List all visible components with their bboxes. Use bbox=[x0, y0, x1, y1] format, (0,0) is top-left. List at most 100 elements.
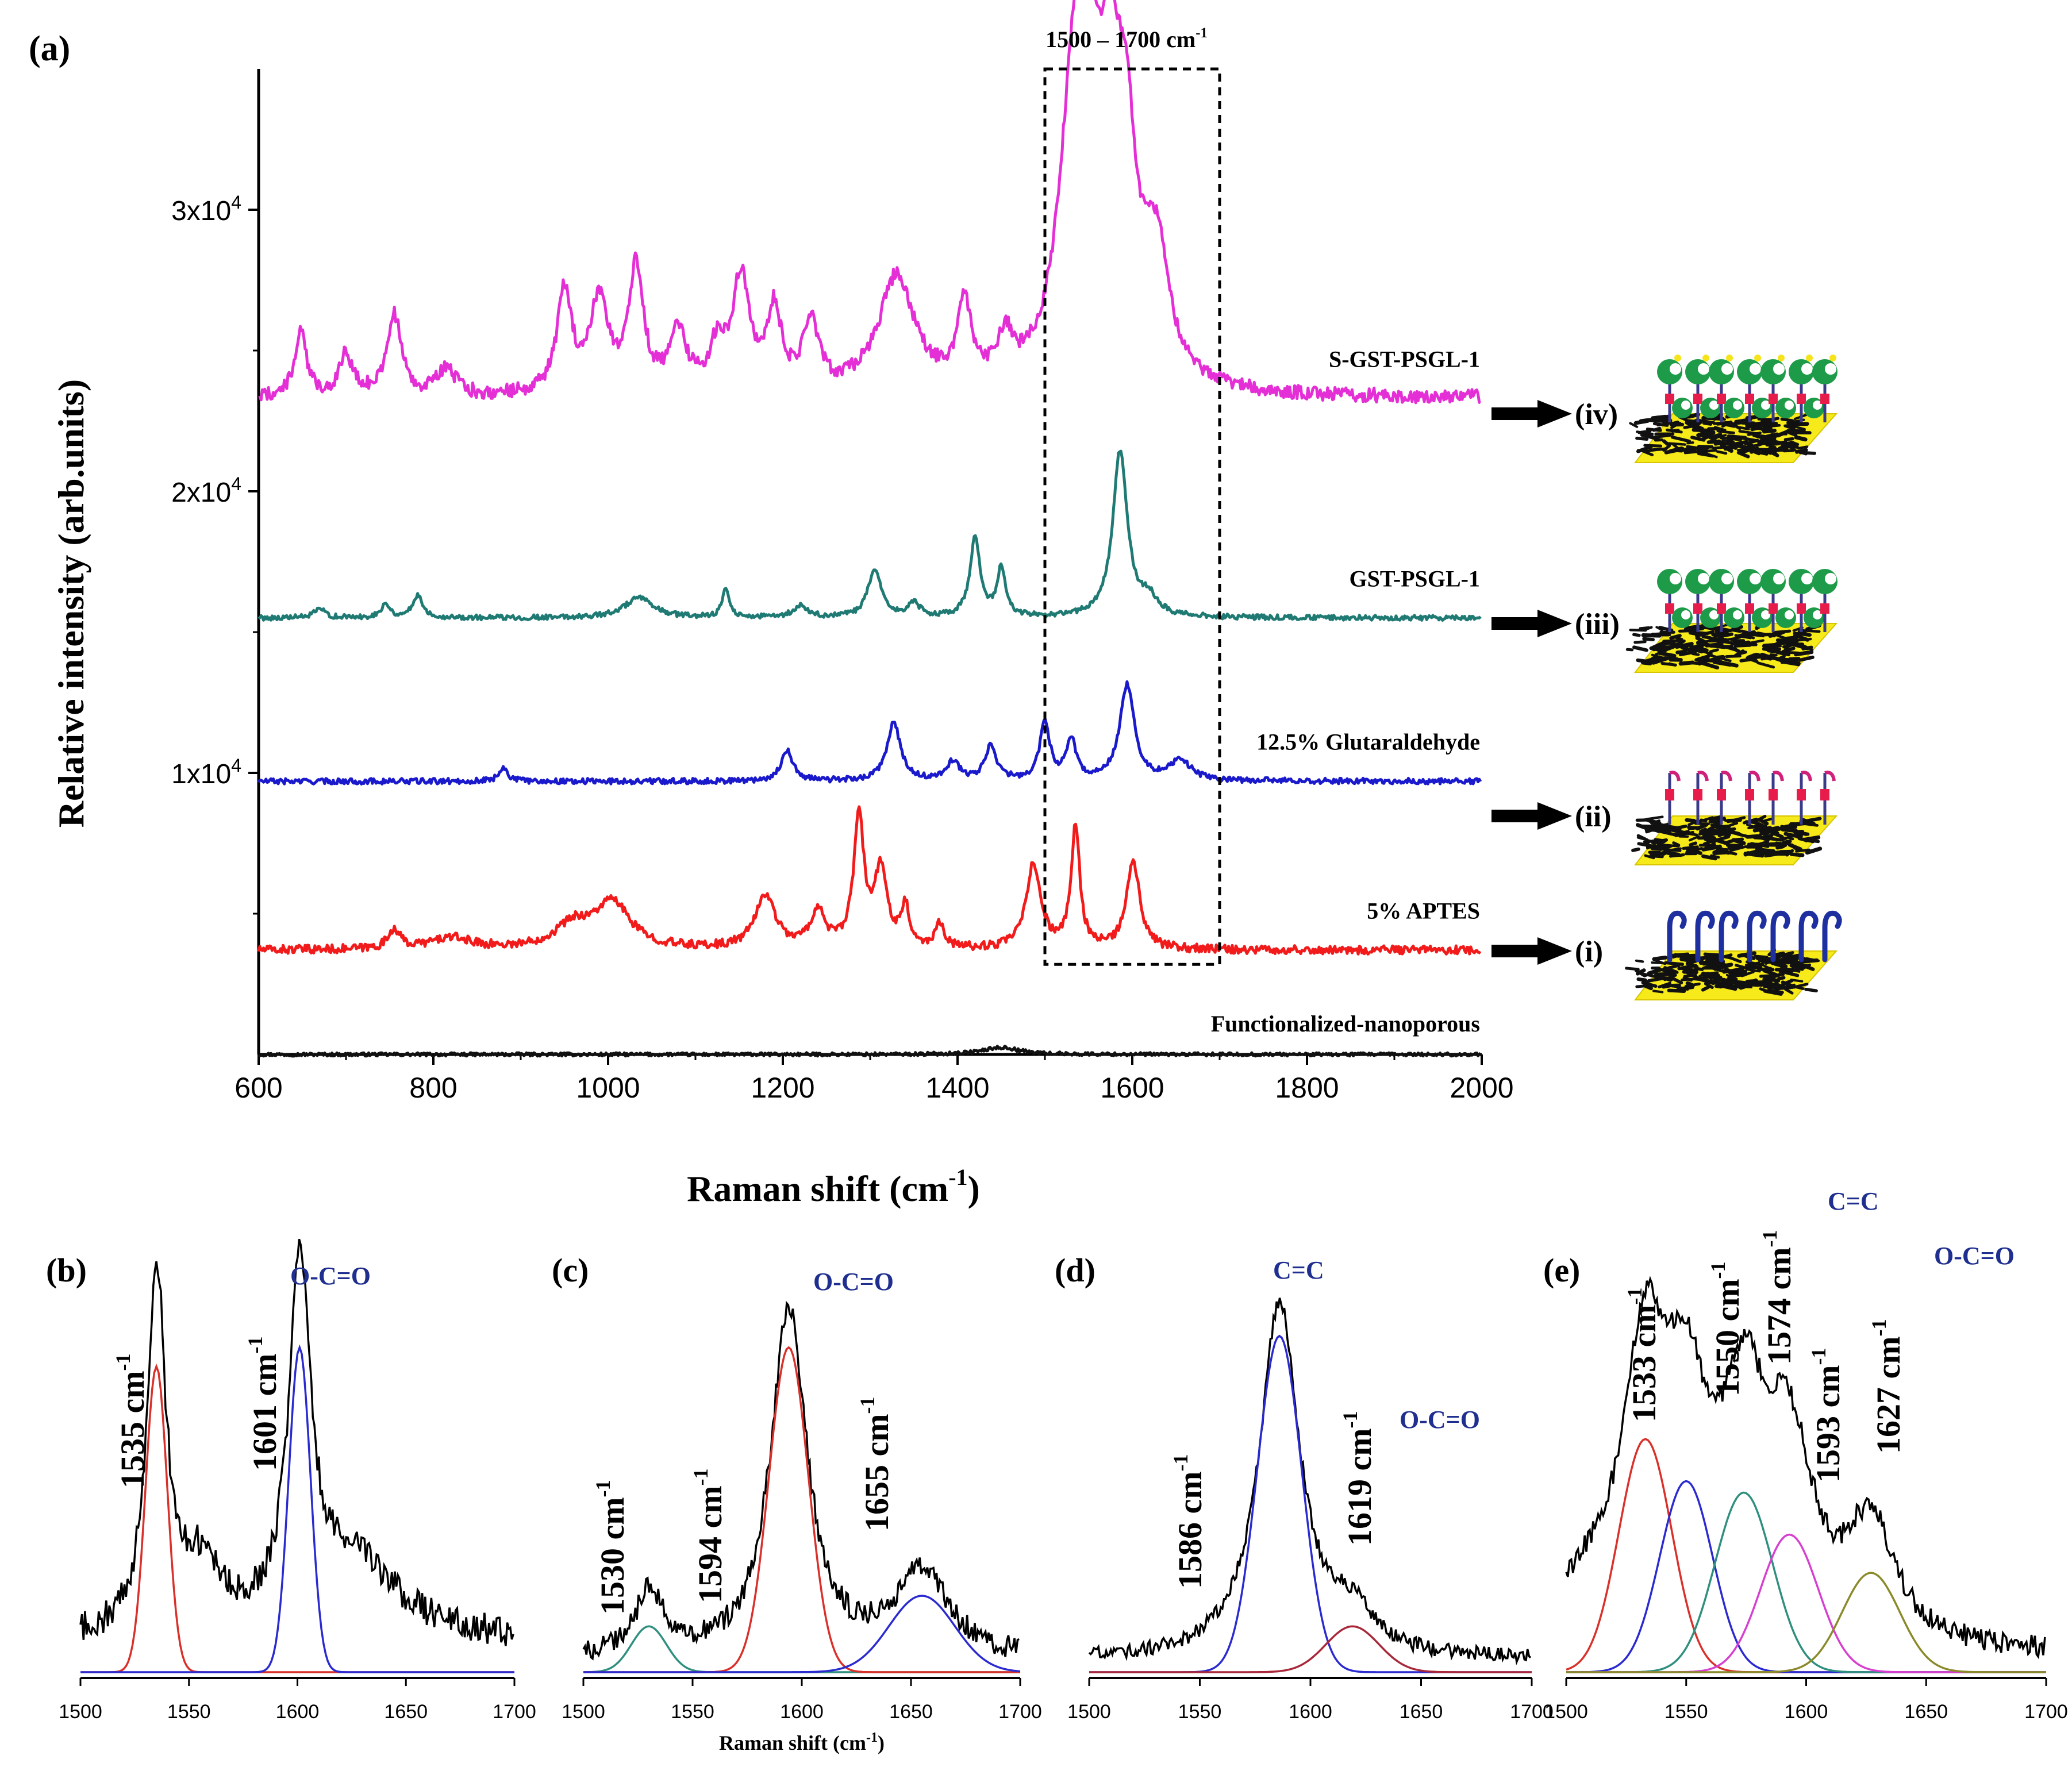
porous-fiber bbox=[1683, 450, 1701, 455]
porous-fiber bbox=[1701, 854, 1717, 861]
porous-fiber bbox=[1775, 841, 1794, 846]
x-tick-label: 1650 bbox=[1904, 1701, 1948, 1723]
peak-label-text: 1594 cm bbox=[691, 1485, 729, 1603]
porous-fiber bbox=[1704, 838, 1716, 845]
porous-fiber bbox=[1725, 844, 1744, 848]
porous-fiber bbox=[1732, 646, 1741, 654]
x-axis-title-text: Raman shift (cm bbox=[719, 1731, 866, 1754]
aptes-substrate-icon: (i) bbox=[1491, 910, 1842, 1000]
porous-fiber bbox=[1778, 443, 1789, 450]
protein-pocket bbox=[1825, 573, 1836, 584]
porous-fiber bbox=[1636, 430, 1654, 436]
x-tick-label: 1500 bbox=[59, 1701, 102, 1723]
protein-pocket-lower bbox=[1681, 610, 1690, 619]
group-label: C=C bbox=[1828, 1187, 1879, 1215]
porous-fiber bbox=[1761, 964, 1771, 969]
porous-fiber bbox=[1683, 424, 1696, 429]
porous-fiber bbox=[1786, 836, 1794, 841]
porous-fiber bbox=[1721, 969, 1735, 973]
porous-fiber bbox=[1689, 644, 1709, 652]
peak-label-text: 1533 cm bbox=[1625, 1304, 1663, 1422]
porous-fiber bbox=[1770, 984, 1782, 990]
peak-label-sup: -1 bbox=[1169, 1454, 1192, 1471]
porous-fiber bbox=[1759, 827, 1779, 836]
peak-label-text: 1619 cm bbox=[1341, 1428, 1378, 1546]
porous-fiber bbox=[1709, 648, 1719, 653]
porous-fiber bbox=[1703, 952, 1721, 957]
porous-fiber bbox=[1689, 841, 1698, 847]
porous-fiber bbox=[1636, 977, 1647, 982]
porous-fiber bbox=[1660, 843, 1680, 848]
porous-fiber bbox=[1785, 849, 1794, 857]
x-tick-label: 1500 bbox=[562, 1701, 605, 1723]
porous-fiber bbox=[1728, 822, 1739, 827]
porous-fiber bbox=[1762, 968, 1778, 977]
porous-fiber bbox=[1675, 649, 1687, 655]
peak-label: 1601 cm-1 bbox=[244, 1336, 283, 1471]
schematics-column: (iv) (iii) (ii) (i) bbox=[1491, 355, 1842, 1000]
porous-fiber bbox=[1642, 637, 1655, 641]
protein-pocket bbox=[1750, 363, 1761, 375]
protein-pocket-lower bbox=[1813, 610, 1822, 619]
porous-fiber bbox=[1698, 827, 1708, 833]
porous-fiber bbox=[1781, 657, 1798, 663]
porous-fiber bbox=[1662, 983, 1673, 989]
x-tick-label: 1600 bbox=[276, 1701, 320, 1723]
porous-fiber bbox=[1762, 973, 1781, 981]
porous-fiber bbox=[1657, 651, 1677, 658]
porous-fiber bbox=[1797, 630, 1812, 637]
porous-fiber bbox=[1687, 819, 1700, 826]
arrow-head bbox=[1537, 610, 1572, 637]
porous-fiber bbox=[1696, 654, 1710, 662]
main-plot-area: Functionalized-nanoporous 5% APTES 12.5% G… bbox=[257, 0, 1482, 1058]
group-label: O-C=O bbox=[290, 1262, 371, 1290]
linker-tip bbox=[1824, 771, 1836, 782]
linker-node bbox=[1797, 394, 1806, 404]
porous-fiber bbox=[1695, 636, 1708, 645]
porous-fiber bbox=[1783, 822, 1802, 828]
porous-fiber bbox=[1702, 421, 1713, 426]
raw-spectrum-line bbox=[1088, 1298, 1532, 1665]
porous-fiber bbox=[1795, 848, 1810, 853]
porous-fiber bbox=[1756, 661, 1775, 669]
porous-fiber bbox=[1753, 980, 1773, 985]
porous-fiber bbox=[1632, 633, 1641, 637]
porous-fiber bbox=[1744, 961, 1761, 967]
porous-fiber bbox=[1675, 449, 1683, 453]
porous-fiber bbox=[1705, 972, 1715, 976]
porous-fiber bbox=[1790, 983, 1809, 990]
porous-fiber bbox=[1713, 426, 1727, 432]
linker-node bbox=[1820, 789, 1829, 800]
porous-fiber bbox=[1781, 980, 1797, 989]
x-tick-label: 1500 bbox=[1544, 1701, 1588, 1723]
porous-fiber bbox=[1704, 982, 1714, 990]
porous-fiber bbox=[1651, 414, 1667, 420]
linker-node bbox=[1820, 603, 1829, 614]
x-tick-label: 600 bbox=[235, 1072, 282, 1104]
porous-fiber bbox=[1768, 449, 1779, 457]
porous-fiber bbox=[1700, 661, 1720, 670]
protein-pocket-lower bbox=[1733, 401, 1742, 410]
porous-fiber bbox=[1798, 655, 1815, 662]
porous-fiber bbox=[1804, 987, 1818, 992]
porous-fiber bbox=[1678, 629, 1697, 633]
sugar-molecule bbox=[1702, 355, 1709, 361]
protein-pocket bbox=[1773, 363, 1785, 375]
porous-fiber bbox=[1688, 630, 1701, 636]
porous-fiber bbox=[1649, 854, 1664, 859]
protein-pocket bbox=[1670, 363, 1681, 375]
porous-fiber bbox=[1651, 839, 1663, 845]
porous-fiber bbox=[1717, 827, 1732, 834]
porous-fiber bbox=[1643, 444, 1663, 448]
porous-fiber bbox=[1712, 433, 1721, 442]
porous-fiber bbox=[1755, 847, 1776, 853]
porous-fiber bbox=[1805, 846, 1823, 855]
linker-tip bbox=[1697, 771, 1709, 782]
porous-fiber bbox=[1662, 445, 1671, 452]
porous-fiber bbox=[1713, 981, 1731, 988]
protein-pocket bbox=[1750, 573, 1761, 584]
group-label: O-C=O bbox=[1400, 1406, 1480, 1434]
porous-fiber bbox=[1755, 814, 1767, 823]
peak-label: 1550 cm-1 bbox=[1706, 1261, 1746, 1396]
